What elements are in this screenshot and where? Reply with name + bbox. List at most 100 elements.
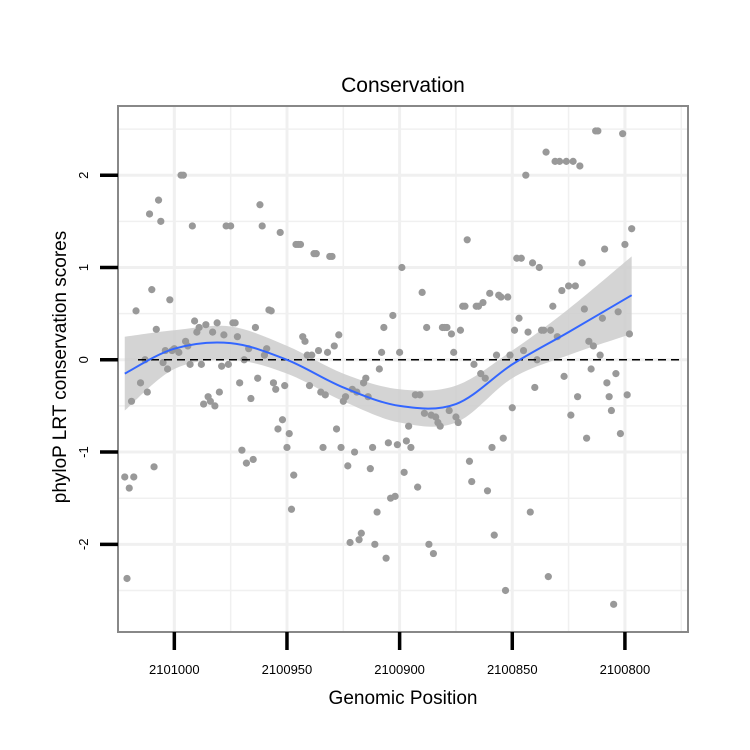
data-point <box>607 406 616 415</box>
data-point <box>560 372 568 380</box>
data-point <box>510 326 519 334</box>
data-point <box>159 358 167 367</box>
data-point <box>132 307 140 315</box>
data-point <box>619 130 627 138</box>
data-point <box>148 286 156 294</box>
data-point <box>506 351 514 359</box>
data-point <box>517 254 525 262</box>
data-point <box>616 430 625 438</box>
chart-title: Conservation <box>341 74 465 97</box>
data-point <box>215 388 223 396</box>
data-point <box>603 379 611 387</box>
data-point <box>206 397 214 405</box>
data-point <box>130 473 138 481</box>
data-point <box>332 425 341 433</box>
data-point <box>143 388 151 396</box>
data-point <box>123 574 131 583</box>
data-point <box>296 240 305 249</box>
data-point <box>492 351 501 359</box>
data-point <box>456 326 465 334</box>
y-tick-label: 0 <box>76 356 91 363</box>
data-point <box>249 455 257 464</box>
data-point <box>384 439 392 447</box>
data-point <box>330 342 338 350</box>
loess-line <box>124 294 633 410</box>
data-point <box>281 382 289 390</box>
data-point <box>488 443 496 452</box>
data-point <box>335 331 343 339</box>
data-point <box>562 157 570 165</box>
y-tick-label: 2 <box>76 172 91 179</box>
data-point <box>542 148 550 156</box>
data-point <box>468 477 476 486</box>
data-point <box>260 351 269 359</box>
data-point <box>461 302 469 310</box>
data-point <box>209 328 217 336</box>
data-point <box>450 348 458 356</box>
data-point <box>594 127 602 135</box>
data-point <box>186 360 194 368</box>
data-point <box>596 351 604 359</box>
data-point <box>357 529 365 537</box>
y-tick-label: -1 <box>76 446 91 458</box>
data-point <box>278 416 287 424</box>
panel-frame <box>117 105 689 633</box>
data-point <box>301 337 309 345</box>
data-point <box>391 492 399 500</box>
data-point <box>166 296 174 304</box>
data-point <box>535 263 543 272</box>
data-point <box>251 323 260 332</box>
data-point <box>481 374 489 382</box>
data-point <box>497 293 505 301</box>
data-point <box>355 536 363 544</box>
data-point <box>269 379 278 387</box>
data-point <box>405 422 413 430</box>
y-tick-label: 1 <box>76 264 91 271</box>
smooth-line <box>124 294 633 410</box>
data-point <box>574 393 582 401</box>
data-point <box>362 374 370 382</box>
data-point <box>233 333 242 341</box>
panel-border <box>117 105 689 633</box>
data-point <box>236 379 244 387</box>
x-tick-label: 2100800 <box>600 662 651 677</box>
data-point <box>580 305 588 313</box>
data-point <box>418 288 426 297</box>
data-point <box>337 443 345 452</box>
data-point <box>445 406 453 415</box>
data-point <box>382 554 390 562</box>
data-point <box>389 311 397 320</box>
data-point <box>152 325 160 333</box>
data-point <box>224 360 232 368</box>
data-point <box>546 326 555 334</box>
data-point <box>571 282 579 290</box>
data-point <box>621 240 629 249</box>
data-point <box>587 365 595 373</box>
data-point <box>197 360 205 368</box>
data-point <box>531 383 539 392</box>
data-point <box>400 468 408 476</box>
data-point <box>127 397 136 405</box>
data-point <box>202 321 210 329</box>
data-point <box>508 404 516 412</box>
data-point <box>368 443 377 452</box>
data-point <box>154 196 163 204</box>
data-point <box>540 326 548 334</box>
data-point <box>125 484 133 492</box>
data-point <box>533 356 541 364</box>
data-point <box>276 228 284 237</box>
data-point <box>477 370 485 378</box>
data-point <box>188 222 196 230</box>
data-point <box>490 531 498 539</box>
confidence-ribbon <box>124 256 632 427</box>
data-point <box>515 314 523 322</box>
data-point <box>378 348 386 356</box>
data-point <box>583 434 591 442</box>
data-point <box>486 289 494 297</box>
data-point <box>436 422 444 430</box>
data-point <box>628 225 636 233</box>
x-axis: 2101000 2100950 2100900 2100850 2100800 <box>149 632 650 677</box>
data-point <box>479 298 487 307</box>
data-point <box>145 210 154 218</box>
